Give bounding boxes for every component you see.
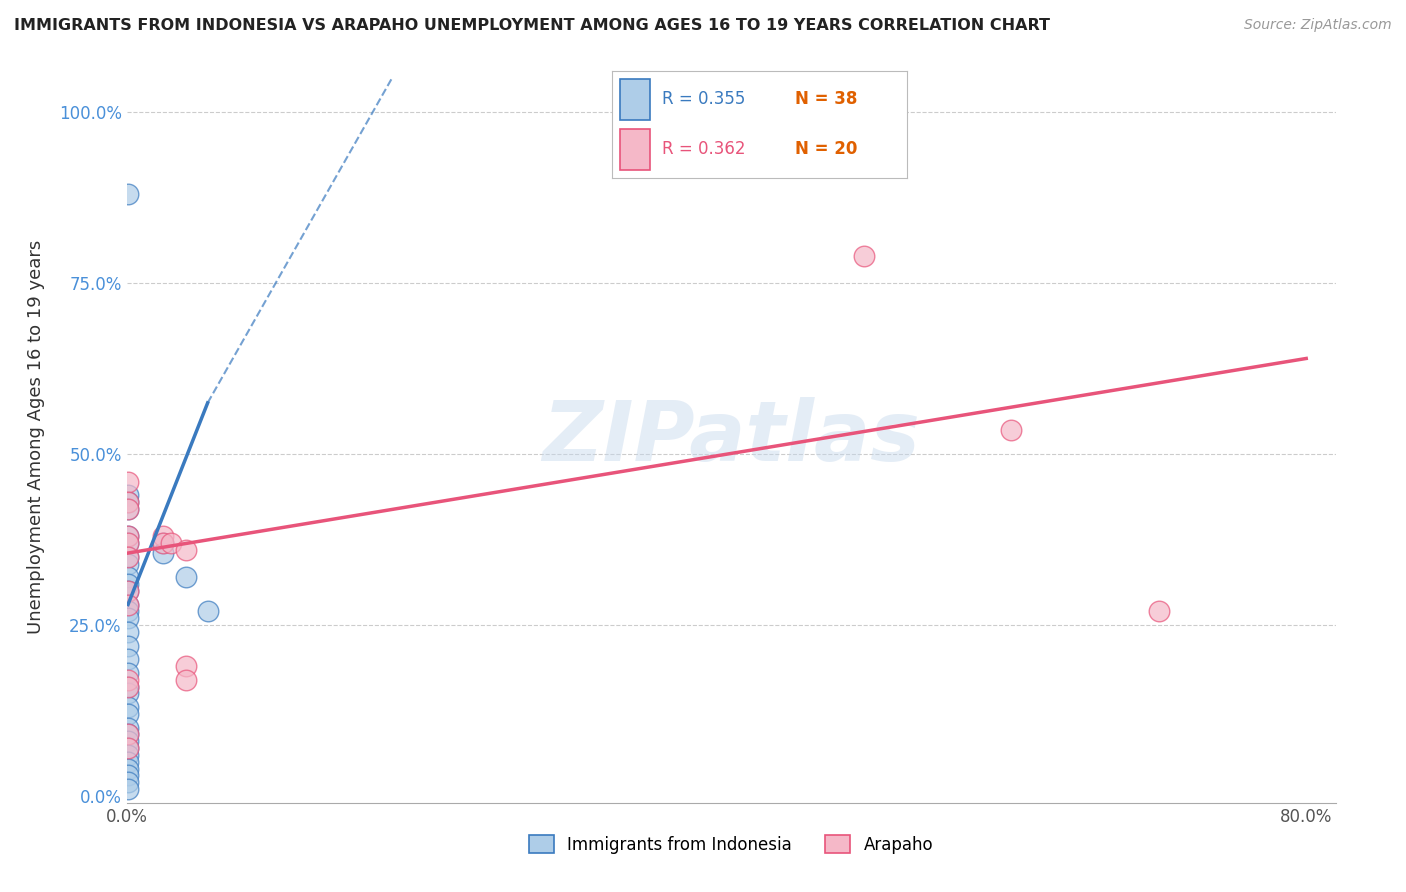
Point	[117, 501, 139, 516]
Point	[117, 549, 139, 564]
Point	[117, 680, 139, 694]
Point	[117, 673, 139, 687]
Point	[117, 475, 139, 489]
Point	[1000, 423, 1022, 437]
Point	[152, 546, 174, 560]
Point	[117, 741, 139, 756]
Point	[117, 187, 139, 202]
Point	[117, 549, 139, 564]
Point	[117, 680, 139, 694]
Point	[852, 249, 875, 263]
Text: Source: ZipAtlas.com: Source: ZipAtlas.com	[1244, 18, 1392, 32]
Y-axis label: Unemployment Among Ages 16 to 19 years: Unemployment Among Ages 16 to 19 years	[27, 240, 45, 634]
Point	[174, 673, 197, 687]
Point	[152, 536, 174, 550]
Point	[117, 529, 139, 543]
Point	[117, 536, 139, 550]
Point	[117, 706, 139, 721]
Point	[117, 775, 139, 789]
Point	[117, 762, 139, 776]
Point	[117, 488, 139, 502]
Point	[117, 652, 139, 666]
Point	[117, 665, 139, 680]
Point	[117, 495, 139, 509]
Point	[117, 611, 139, 625]
Point	[174, 659, 197, 673]
Bar	[620, 78, 650, 120]
Point	[152, 529, 174, 543]
Point	[117, 686, 139, 700]
Point	[1147, 604, 1170, 618]
Text: R = 0.362: R = 0.362	[662, 141, 745, 159]
Bar	[620, 129, 650, 169]
Point	[734, 112, 756, 127]
Point	[117, 570, 139, 584]
Point	[117, 501, 139, 516]
Point	[117, 529, 139, 543]
Text: R = 0.355: R = 0.355	[662, 90, 745, 108]
Point	[117, 583, 139, 598]
Point	[117, 700, 139, 714]
Legend: Immigrants from Indonesia, Arapaho: Immigrants from Indonesia, Arapaho	[522, 829, 941, 860]
Point	[117, 741, 139, 756]
Point	[117, 583, 139, 598]
Text: ZIPatlas: ZIPatlas	[543, 397, 920, 477]
Point	[117, 727, 139, 741]
Point	[117, 577, 139, 591]
Point	[117, 755, 139, 769]
Text: IMMIGRANTS FROM INDONESIA VS ARAPAHO UNEMPLOYMENT AMONG AGES 16 TO 19 YEARS CORR: IMMIGRANTS FROM INDONESIA VS ARAPAHO UNE…	[14, 18, 1050, 33]
Text: N = 38: N = 38	[794, 90, 858, 108]
Text: N = 20: N = 20	[794, 141, 858, 159]
Point	[117, 495, 139, 509]
Point	[117, 557, 139, 571]
Point	[117, 604, 139, 618]
Point	[117, 536, 139, 550]
Point	[117, 747, 139, 762]
Point	[117, 598, 139, 612]
Point	[117, 734, 139, 748]
Point	[117, 721, 139, 735]
Point	[117, 624, 139, 639]
Point	[117, 782, 139, 797]
Point	[174, 542, 197, 557]
Point	[174, 570, 197, 584]
Point	[159, 536, 181, 550]
Point	[117, 598, 139, 612]
Point	[152, 536, 174, 550]
Point	[117, 727, 139, 741]
Point	[197, 604, 219, 618]
Point	[117, 768, 139, 782]
Point	[117, 639, 139, 653]
Point	[734, 105, 756, 120]
